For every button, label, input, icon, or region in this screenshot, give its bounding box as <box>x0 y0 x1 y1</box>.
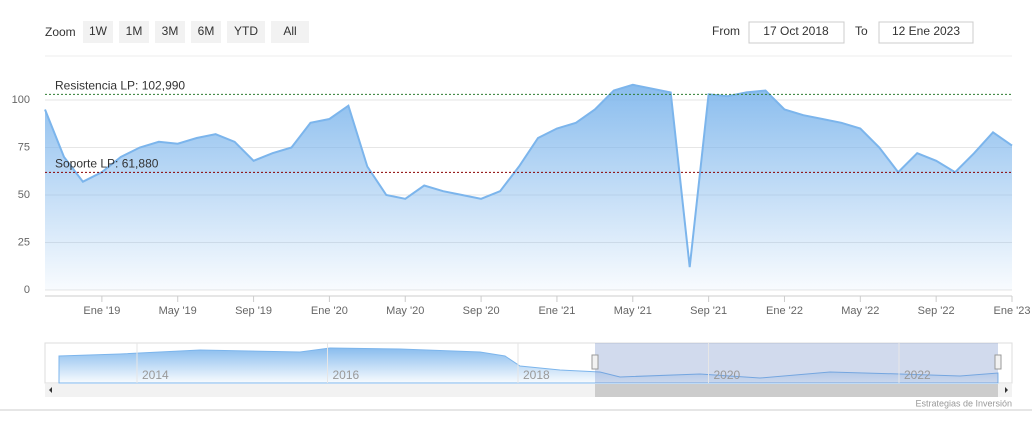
zoom-button-label[interactable]: 6M <box>198 24 215 38</box>
navigator-mask[interactable] <box>595 343 998 383</box>
navigator-year: 2022 <box>904 368 931 382</box>
zoom-button[interactable] <box>155 21 185 43</box>
scrollbar-thumb[interactable] <box>595 384 998 397</box>
x-tick-label: Ene '22 <box>766 305 803 317</box>
zoom-button[interactable] <box>119 21 149 43</box>
y-tick-label: 0 <box>24 284 30 296</box>
zoom-button-label[interactable]: All <box>283 24 296 38</box>
navigator-handle[interactable] <box>591 354 599 370</box>
y-tick-label: 75 <box>18 141 30 153</box>
x-tick-label: Ene '20 <box>311 305 348 317</box>
zoom-button-label[interactable]: 1W <box>89 24 108 38</box>
x-tick-label: Sep '22 <box>918 305 955 317</box>
navigator-series <box>58 347 999 384</box>
from-input[interactable] <box>748 21 845 44</box>
zoom-button-label[interactable]: 1M <box>126 24 143 38</box>
x-tick-label: Ene '21 <box>538 305 575 317</box>
x-tick-label: May '19 <box>159 305 197 317</box>
to-input[interactable] <box>878 21 974 44</box>
to-value[interactable]: 12 Ene 2023 <box>892 24 960 38</box>
x-tick-label: May '21 <box>614 305 652 317</box>
zoom-button[interactable] <box>191 21 221 43</box>
to-label: To <box>855 24 868 38</box>
x-tick-label: May '20 <box>386 305 424 317</box>
from-label: From <box>712 24 740 38</box>
from-value[interactable]: 17 Oct 2018 <box>763 24 829 38</box>
navigator-year: 2018 <box>523 368 550 382</box>
zoom-label: Zoom <box>45 25 76 39</box>
zoom-button[interactable] <box>227 21 265 43</box>
x-tick-label: Sep '19 <box>235 305 272 317</box>
y-tick-label: 50 <box>18 189 30 201</box>
y-tick-label: 100 <box>12 94 30 106</box>
zoom-button-label[interactable]: YTD <box>234 24 258 38</box>
area <box>45 84 1012 290</box>
zoom-button[interactable] <box>271 21 309 43</box>
x-tick-label: Ene '19 <box>83 305 120 317</box>
navigator-handle[interactable] <box>994 354 1002 370</box>
x-tick-label: Ene '23 <box>994 305 1031 317</box>
zoom-button[interactable] <box>83 21 113 43</box>
credits: Estrategias de Inversión <box>915 398 1012 408</box>
x-tick-label: Sep '21 <box>690 305 727 317</box>
zoom-button-label[interactable]: 3M <box>162 24 179 38</box>
x-tick-label: Sep '20 <box>463 305 500 317</box>
x-tick-label: May '22 <box>841 305 879 317</box>
navigator-year: 2016 <box>333 368 360 382</box>
plot-line-label: Soporte LP: 61,880 <box>55 157 159 171</box>
y-tick-label: 25 <box>18 236 30 248</box>
line <box>44 83 1013 268</box>
plot-line-label: Resistencia LP: 102,990 <box>55 78 185 92</box>
navigator-year: 2020 <box>714 368 741 382</box>
navigator-year: 2014 <box>142 368 169 382</box>
